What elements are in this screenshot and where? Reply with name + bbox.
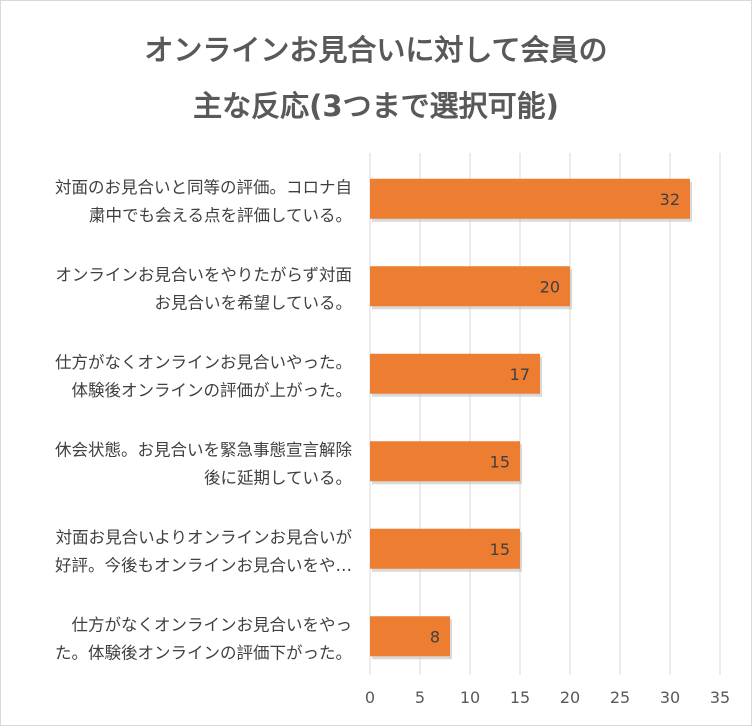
x-tick-label: 5	[415, 688, 425, 707]
x-tick-label: 10	[460, 688, 480, 707]
bar	[370, 178, 690, 219]
category-label: 体験後オンラインの評価が上がった。	[72, 381, 353, 400]
data-label: 20	[540, 277, 560, 296]
x-tick-label: 35	[710, 688, 730, 707]
data-label: 15	[490, 452, 510, 471]
bar	[370, 266, 570, 307]
category-label: 好評。今後もオンラインお見合いをや…	[55, 556, 352, 575]
category-label: 仕方がなくオンラインお見合いをやっ	[72, 615, 353, 634]
chart-title-line-2: 主な反応(3つまで選択可能)	[193, 89, 559, 123]
bar	[370, 441, 520, 482]
x-tick-label: 30	[660, 688, 680, 707]
category-label: 仕方がなくオンラインお見合いやった。	[55, 353, 352, 372]
category-label: 粛中でも会える点を評価している。	[89, 206, 352, 225]
category-label: オンラインお見合いをやりたがらず対面	[55, 265, 352, 284]
data-label: 17	[510, 365, 530, 384]
category-label: 休会状態。お見合いを緊急事態宣言解除	[55, 440, 353, 459]
data-label: 32	[660, 190, 680, 209]
x-tick-label: 15	[510, 688, 530, 707]
data-label: 8	[430, 627, 440, 646]
category-label: 後に延期している。	[204, 468, 352, 487]
x-tick-label: 25	[610, 688, 630, 707]
data-label: 15	[490, 540, 510, 559]
chart-title-line-1: オンラインお見合いに対して会員の	[144, 33, 608, 67]
category-label: お見合いを希望している。	[154, 293, 352, 312]
category-label: 対面のお見合いと同等の評価。コロナ自	[55, 178, 352, 197]
category-label: た。体験後オンラインの評価下がった。	[55, 643, 352, 662]
chart-title: オンラインお見合いに対して会員の 主な反応(3つまで選択可能)	[0, 22, 752, 134]
bar	[370, 616, 450, 657]
x-tick-label: 20	[560, 688, 580, 707]
category-label: 対面お見合いよりオンラインお見合いが	[56, 528, 353, 547]
x-tick-label: 0	[365, 688, 375, 707]
bar	[370, 353, 540, 394]
bar	[370, 528, 520, 569]
